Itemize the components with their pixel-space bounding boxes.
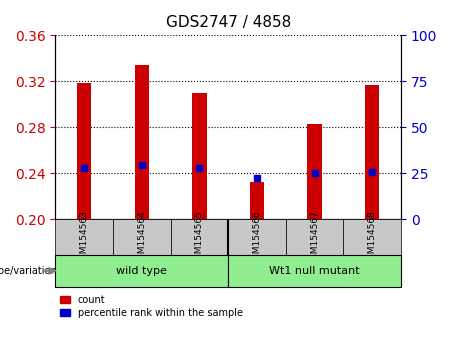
Text: genotype/variation: genotype/variation	[0, 266, 57, 276]
FancyBboxPatch shape	[171, 219, 228, 255]
FancyBboxPatch shape	[55, 255, 228, 287]
FancyBboxPatch shape	[343, 219, 401, 255]
Bar	[250, 182, 264, 219]
Text: GSM154566: GSM154566	[253, 210, 261, 265]
Bar	[77, 82, 91, 219]
Text: GSM154565: GSM154565	[195, 210, 204, 265]
Title: GDS2747 / 4858: GDS2747 / 4858	[165, 15, 291, 30]
Text: GSM154568: GSM154568	[368, 210, 377, 265]
Text: GSM154567: GSM154567	[310, 210, 319, 265]
FancyBboxPatch shape	[228, 219, 286, 255]
Legend: count, percentile rank within the sample: count, percentile rank within the sample	[60, 295, 242, 318]
Text: GSM154563: GSM154563	[80, 210, 89, 265]
Bar	[192, 93, 207, 219]
FancyBboxPatch shape	[55, 219, 113, 255]
Bar	[135, 65, 149, 219]
Text: GSM154564: GSM154564	[137, 210, 146, 264]
Text: wild type: wild type	[116, 266, 167, 276]
FancyBboxPatch shape	[286, 219, 343, 255]
FancyBboxPatch shape	[113, 219, 171, 255]
Bar	[307, 124, 322, 219]
Text: Wt1 null mutant: Wt1 null mutant	[269, 266, 360, 276]
FancyBboxPatch shape	[228, 255, 401, 287]
Bar	[365, 85, 379, 219]
